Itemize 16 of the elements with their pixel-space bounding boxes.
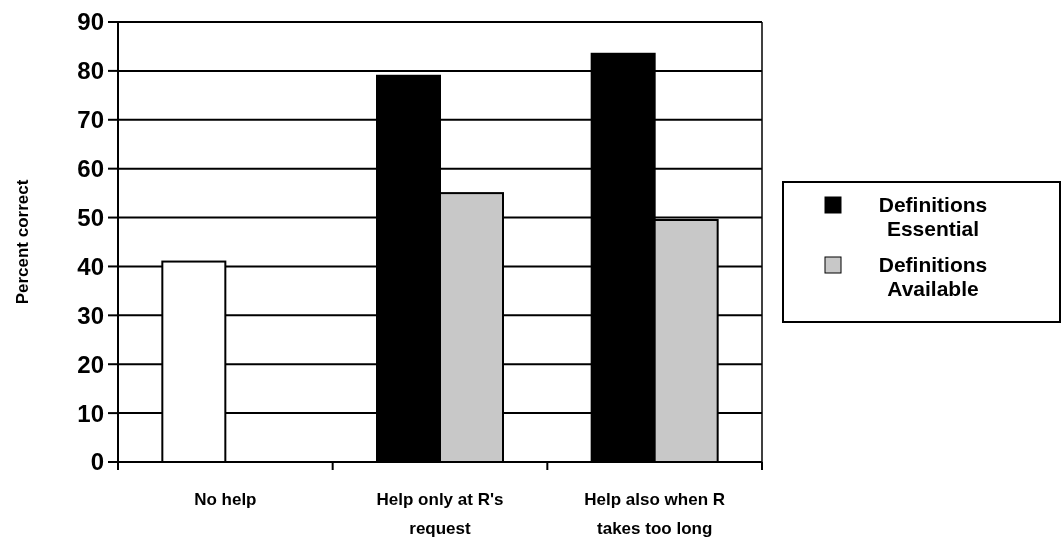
legend-label: Definitions Available bbox=[878, 253, 988, 300]
y-tick-label: 20 bbox=[77, 350, 104, 378]
legend-label: Definitions Essential bbox=[878, 193, 988, 240]
y-tick-label: 60 bbox=[77, 155, 104, 183]
x-tick-label: Help also when R takes too long bbox=[584, 490, 726, 538]
y-axis-title: Percent correct bbox=[13, 179, 32, 305]
x-tick-label: Help only at R's request bbox=[376, 490, 504, 538]
x-tick-label: No help bbox=[194, 490, 257, 509]
y-tick-label: 70 bbox=[77, 106, 104, 134]
y-tick-label: 50 bbox=[77, 203, 104, 231]
y-tick-label: 90 bbox=[77, 8, 104, 36]
y-tick-label: 0 bbox=[90, 448, 104, 476]
y-tick-label: 80 bbox=[77, 57, 104, 85]
y-tick-label: 40 bbox=[77, 252, 104, 280]
y-tick-label: 30 bbox=[77, 301, 104, 329]
y-tick-label: 10 bbox=[77, 399, 104, 427]
